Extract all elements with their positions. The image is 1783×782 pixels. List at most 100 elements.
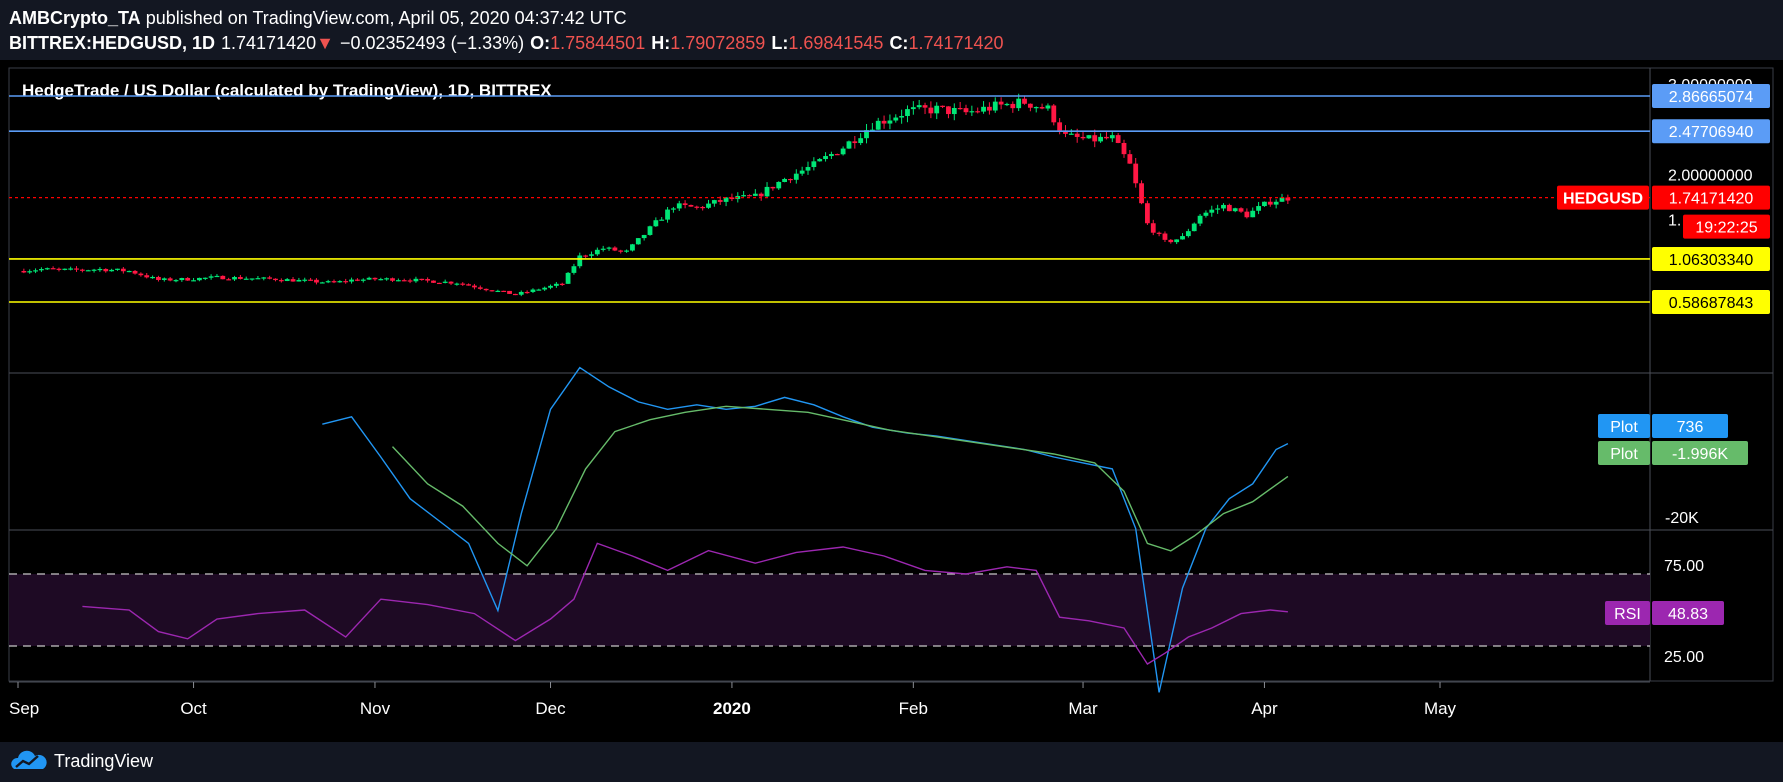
candle-body [571, 266, 577, 273]
tradingview-logo[interactable]: TradingView [10, 750, 153, 772]
x-tick-label: Dec [535, 699, 566, 718]
candle-body [951, 108, 957, 115]
footer: TradingView [0, 742, 1783, 782]
candle-body [940, 105, 945, 107]
candle-body [905, 109, 910, 117]
candle-body [1168, 239, 1174, 243]
level-value-label: 1.06303340 [1669, 252, 1754, 269]
rsi-name-tag: RSI [1614, 606, 1641, 623]
candle-body [624, 250, 629, 252]
candle-body [109, 269, 115, 272]
bar-countdown-label-bg [1683, 214, 1770, 239]
candle-body [957, 108, 963, 110]
publish-line: AMBCrypto_TA published on TradingView.co… [9, 8, 627, 29]
candle-body [1244, 211, 1250, 218]
candle-body [1232, 208, 1238, 212]
candle-body [1191, 223, 1197, 232]
candle-body [220, 275, 226, 280]
candle-body [103, 268, 109, 272]
candle-body [1215, 208, 1221, 210]
candle-body [799, 170, 805, 174]
candle-body [44, 268, 50, 270]
candle-body [436, 282, 442, 285]
chart-area[interactable]: HedgeTrade / US Dollar (calculated by Tr… [0, 60, 1783, 742]
candle-body [91, 269, 97, 271]
candle-body [243, 278, 249, 280]
candle-body [700, 206, 706, 209]
candle-body [548, 285, 553, 288]
indicator-signal-line [391, 405, 1289, 567]
candle-body [419, 278, 425, 281]
signal-name-tag-bg [1598, 441, 1650, 465]
candle-body [1016, 98, 1022, 109]
candle-body [612, 247, 618, 251]
candle-body [226, 279, 232, 281]
high-label: H: [651, 33, 671, 53]
candle-body [589, 254, 594, 256]
candle-body [1104, 136, 1109, 139]
rsi-group [82, 542, 1288, 665]
candle-body [583, 255, 589, 257]
candle-body [518, 291, 524, 295]
candle-body [788, 178, 793, 181]
last-price-label: 1.74171420 [1669, 191, 1754, 208]
symbol-name[interactable]: BITTREX:HEDGUSD, 1D [9, 33, 216, 53]
candle-body [1133, 163, 1139, 184]
candle-body [126, 270, 132, 273]
candle-body [881, 120, 887, 124]
level-value-label-bg [1652, 84, 1770, 108]
candle-body [1285, 197, 1291, 201]
candle-body [1238, 208, 1244, 212]
chart-svg[interactable]: HedgeTrade / US Dollar (calculated by Tr… [0, 60, 1783, 742]
candle-body [50, 268, 56, 270]
candle-body [1256, 206, 1261, 211]
candle-body [659, 219, 665, 221]
x-tick-label: Mar [1068, 699, 1098, 718]
candle-body [366, 277, 372, 280]
rsi-band [9, 574, 1650, 646]
symbol-legend: BITTREX:HEDGUSD, 1D 1.74171420▼ −0.0235249… [9, 33, 1004, 54]
last-value: 1.74171420 [221, 33, 317, 53]
candle-body [852, 141, 858, 144]
candle-body [255, 278, 261, 280]
candle-body [1174, 239, 1180, 243]
candle-body [630, 244, 635, 251]
candle-body [665, 209, 670, 220]
candle-body [934, 105, 940, 114]
open-label: O: [530, 33, 551, 53]
candle-body [431, 280, 436, 283]
x-tick-label: Oct [180, 699, 207, 718]
candle-body [1145, 203, 1150, 224]
symbol-tag-bg [1557, 185, 1649, 210]
candle-body [653, 220, 659, 227]
candle-body [97, 268, 103, 271]
author-name[interactable]: AMBCrypto_TA [9, 8, 141, 28]
level-value-label: 2.86665074 [1669, 89, 1754, 106]
candle-body [811, 161, 817, 168]
open-value: 1.75844501 [550, 33, 646, 53]
candle-body [1092, 135, 1098, 142]
candle-body [752, 193, 758, 196]
candle-body [887, 120, 893, 124]
candle-body [1226, 204, 1232, 212]
indicator-tick-label: -20K [1665, 510, 1699, 527]
candle-body [1063, 130, 1068, 134]
candle-body [1045, 105, 1051, 109]
candle-body [472, 285, 477, 288]
candle-body [466, 284, 471, 286]
change-arrow: ▼ [316, 33, 334, 53]
candle-body [343, 281, 349, 283]
candle-body [167, 278, 173, 281]
low-label: L: [771, 33, 789, 53]
candle-body [460, 283, 466, 285]
close-value: 1.74171420 [908, 33, 1004, 53]
candle-body [817, 159, 823, 162]
candle-body [1279, 197, 1285, 202]
level-value-label: 2.47706940 [1669, 124, 1754, 141]
candle-body [536, 289, 542, 291]
candle-body [454, 283, 460, 285]
candle-body [688, 204, 694, 207]
candle-body [1185, 231, 1191, 237]
candle-body [928, 107, 934, 114]
